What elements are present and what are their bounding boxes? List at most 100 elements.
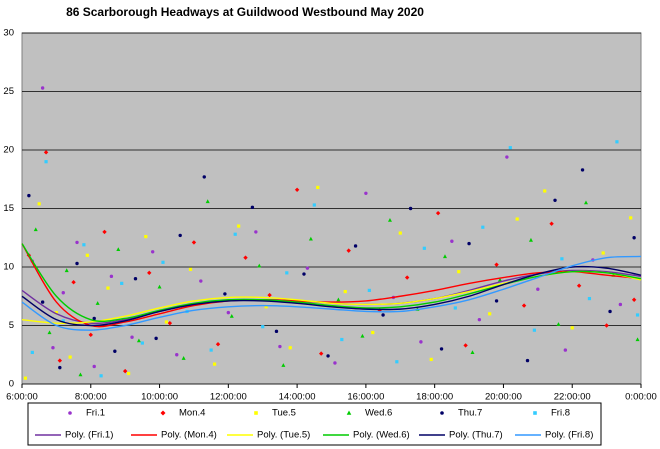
point	[37, 202, 41, 206]
point	[122, 368, 128, 374]
point	[261, 325, 265, 329]
point	[136, 338, 141, 343]
point	[521, 303, 527, 308]
legend-box	[27, 402, 602, 446]
point	[44, 160, 48, 164]
point	[71, 280, 76, 285]
point	[536, 287, 540, 291]
point	[528, 237, 533, 242]
point	[57, 358, 63, 363]
point	[543, 189, 547, 193]
point	[212, 362, 217, 366]
point	[477, 317, 482, 322]
x-tick-label: 20:00:00	[485, 392, 522, 403]
point	[233, 232, 237, 236]
point	[488, 312, 492, 316]
point	[257, 263, 262, 268]
y-tick-label: 5	[9, 320, 14, 331]
legend-marker	[254, 411, 258, 415]
point	[278, 344, 282, 349]
point	[99, 374, 103, 378]
point	[113, 349, 117, 353]
x-tick-label: 14:00:00	[279, 392, 316, 403]
point	[164, 320, 169, 324]
point	[318, 351, 324, 356]
point	[615, 140, 619, 144]
point	[68, 355, 72, 359]
point	[387, 218, 392, 222]
point	[629, 216, 633, 220]
point	[150, 250, 155, 254]
x-tick-label: 12:00:00	[210, 392, 247, 403]
x-tick-label: 8:00:00	[75, 392, 107, 403]
point	[408, 206, 413, 211]
y-tick-label: 20	[3, 145, 14, 156]
point	[532, 328, 536, 332]
point	[250, 205, 255, 210]
point	[254, 230, 258, 234]
legend-label: Poly. (Fri.1)	[65, 430, 113, 441]
point	[367, 288, 371, 292]
point	[305, 266, 310, 270]
point	[346, 248, 351, 253]
point	[308, 236, 313, 241]
legend-label: Poly. (Wed.6)	[353, 430, 410, 441]
point	[560, 257, 564, 261]
point	[33, 227, 38, 232]
point	[202, 175, 206, 179]
legend-label: Tue.5	[272, 408, 296, 419]
point	[316, 185, 320, 190]
x-tick-label: 0:00:00	[625, 392, 657, 403]
point	[205, 199, 210, 204]
point	[618, 302, 623, 307]
point	[340, 337, 344, 342]
point	[467, 241, 471, 246]
point	[88, 332, 93, 338]
point	[40, 86, 45, 90]
legend-label: Wed.6	[365, 408, 392, 419]
point	[580, 168, 585, 172]
point	[371, 330, 375, 335]
point	[635, 337, 640, 342]
point	[481, 225, 485, 229]
point	[583, 200, 588, 205]
point	[23, 376, 28, 380]
point	[587, 296, 592, 301]
point	[27, 193, 31, 198]
point	[127, 371, 131, 376]
x-tick-label: 16:00:00	[347, 392, 384, 403]
point	[144, 234, 148, 239]
point	[563, 348, 568, 352]
point	[453, 306, 457, 310]
point	[75, 240, 79, 245]
point	[556, 322, 561, 326]
point	[494, 262, 499, 267]
point	[505, 155, 509, 159]
point	[631, 297, 637, 302]
y-tick-label: 10	[3, 262, 14, 273]
point	[85, 253, 89, 257]
point	[525, 358, 530, 363]
point	[92, 316, 96, 321]
point	[61, 291, 65, 295]
trend-line	[21, 255, 642, 331]
point	[78, 372, 83, 377]
point	[333, 361, 337, 365]
point	[435, 210, 441, 216]
legend-label: Poly. (Tue.5)	[257, 430, 310, 441]
point	[167, 320, 173, 326]
point	[109, 274, 114, 279]
point	[154, 336, 158, 341]
point	[457, 270, 461, 274]
point	[470, 350, 475, 355]
point	[429, 357, 433, 362]
point	[223, 292, 227, 296]
point	[498, 277, 503, 282]
point	[604, 323, 609, 328]
y-tick-label: 25	[3, 86, 14, 97]
point	[181, 356, 186, 360]
point	[398, 231, 402, 235]
legend-label: Poly. (Mon.4)	[161, 430, 217, 441]
point	[360, 333, 365, 338]
point	[75, 261, 79, 266]
